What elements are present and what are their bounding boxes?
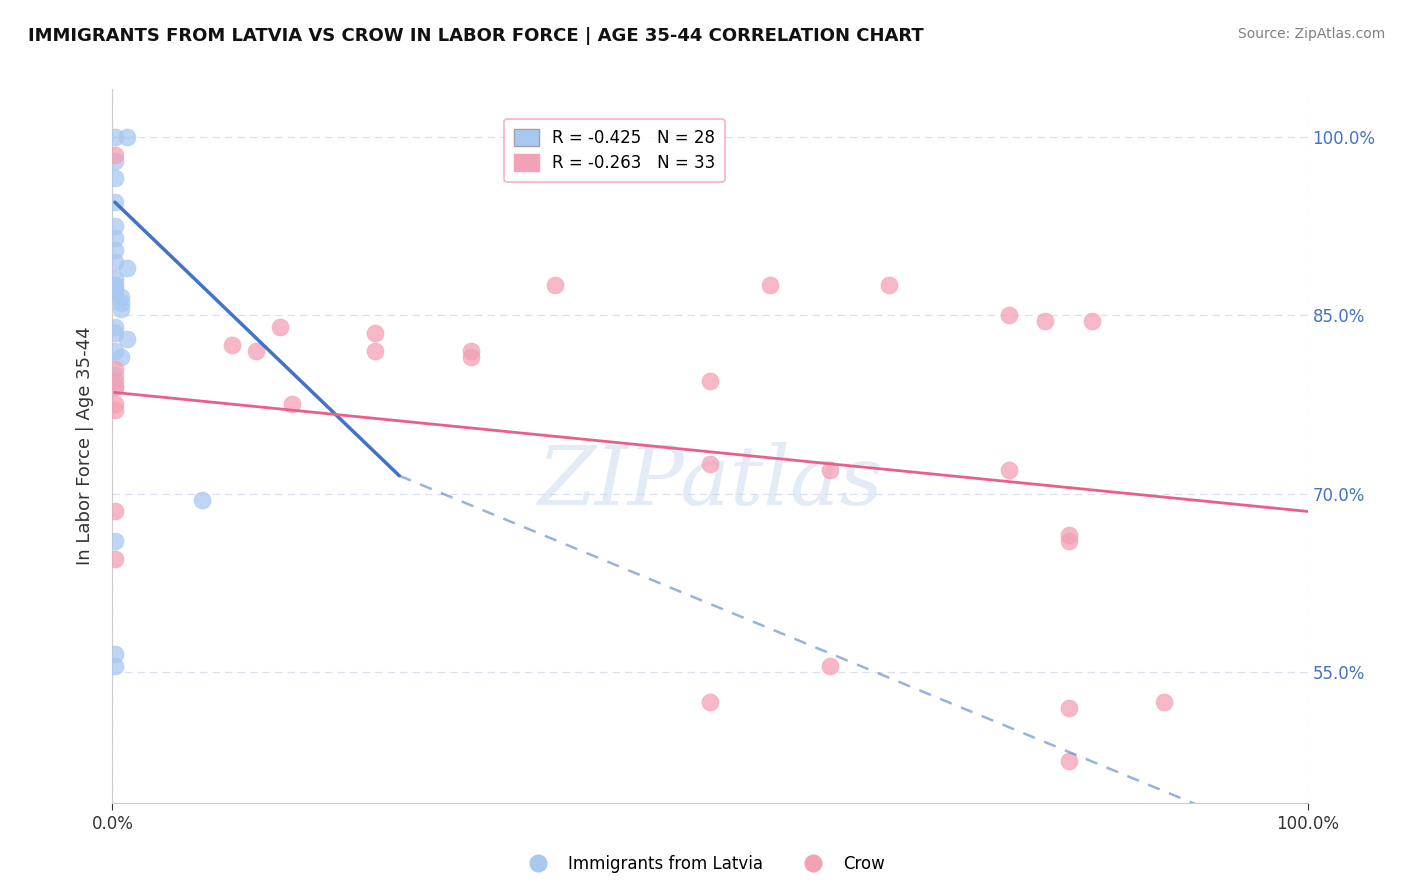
Point [104, 647, 127, 661]
Point [364, 343, 387, 358]
Point [104, 129, 127, 144]
Point [759, 278, 782, 293]
Point [110, 350, 132, 364]
Point [998, 308, 1021, 322]
Legend: Immigrants from Latvia, Crow: Immigrants from Latvia, Crow [515, 848, 891, 880]
Point [281, 397, 304, 411]
Point [104, 254, 127, 268]
Point [104, 286, 127, 301]
Point [104, 397, 127, 411]
Point [104, 219, 127, 233]
Point [879, 278, 901, 293]
Point [104, 153, 127, 168]
Point [269, 320, 291, 334]
Point [1057, 534, 1080, 549]
Point [818, 659, 841, 673]
Point [104, 195, 127, 210]
Point [104, 368, 127, 382]
Point [699, 457, 721, 471]
Point [543, 278, 565, 293]
Point [104, 659, 127, 673]
Point [110, 296, 132, 310]
Point [460, 343, 482, 358]
Point [115, 332, 138, 346]
Text: ZIPatlas: ZIPatlas [537, 442, 883, 522]
Point [104, 147, 127, 161]
Point [998, 463, 1021, 477]
Point [104, 552, 127, 566]
Point [104, 231, 127, 245]
Legend: R = -0.425   N = 28, R = -0.263   N = 33: R = -0.425 N = 28, R = -0.263 N = 33 [503, 119, 725, 182]
Point [699, 374, 721, 388]
Point [104, 361, 127, 376]
Point [110, 290, 132, 304]
Point [818, 463, 841, 477]
Point [1153, 695, 1175, 709]
Point [1057, 754, 1080, 768]
Point [110, 302, 132, 317]
Point [245, 343, 267, 358]
Point [104, 278, 127, 293]
Point [104, 171, 127, 186]
Point [104, 379, 127, 393]
Point [104, 374, 127, 388]
Point [104, 320, 127, 334]
Text: Source: ZipAtlas.com: Source: ZipAtlas.com [1237, 27, 1385, 41]
Point [460, 350, 482, 364]
Point [364, 326, 387, 340]
Point [104, 534, 127, 549]
Point [221, 338, 243, 352]
Point [104, 282, 127, 296]
Point [115, 129, 138, 144]
Text: IMMIGRANTS FROM LATVIA VS CROW IN LABOR FORCE | AGE 35-44 CORRELATION CHART: IMMIGRANTS FROM LATVIA VS CROW IN LABOR … [28, 27, 924, 45]
Point [115, 260, 138, 275]
Point [104, 243, 127, 257]
Point [1057, 528, 1080, 542]
Point [191, 492, 214, 507]
Point [104, 326, 127, 340]
Y-axis label: In Labor Force | Age 35-44: In Labor Force | Age 35-44 [76, 326, 94, 566]
Point [104, 379, 127, 393]
Point [1057, 700, 1080, 714]
Point [104, 504, 127, 518]
Point [1081, 314, 1104, 328]
Point [104, 343, 127, 358]
Point [1033, 314, 1056, 328]
Point [104, 403, 127, 417]
Point [699, 695, 721, 709]
Point [104, 272, 127, 286]
